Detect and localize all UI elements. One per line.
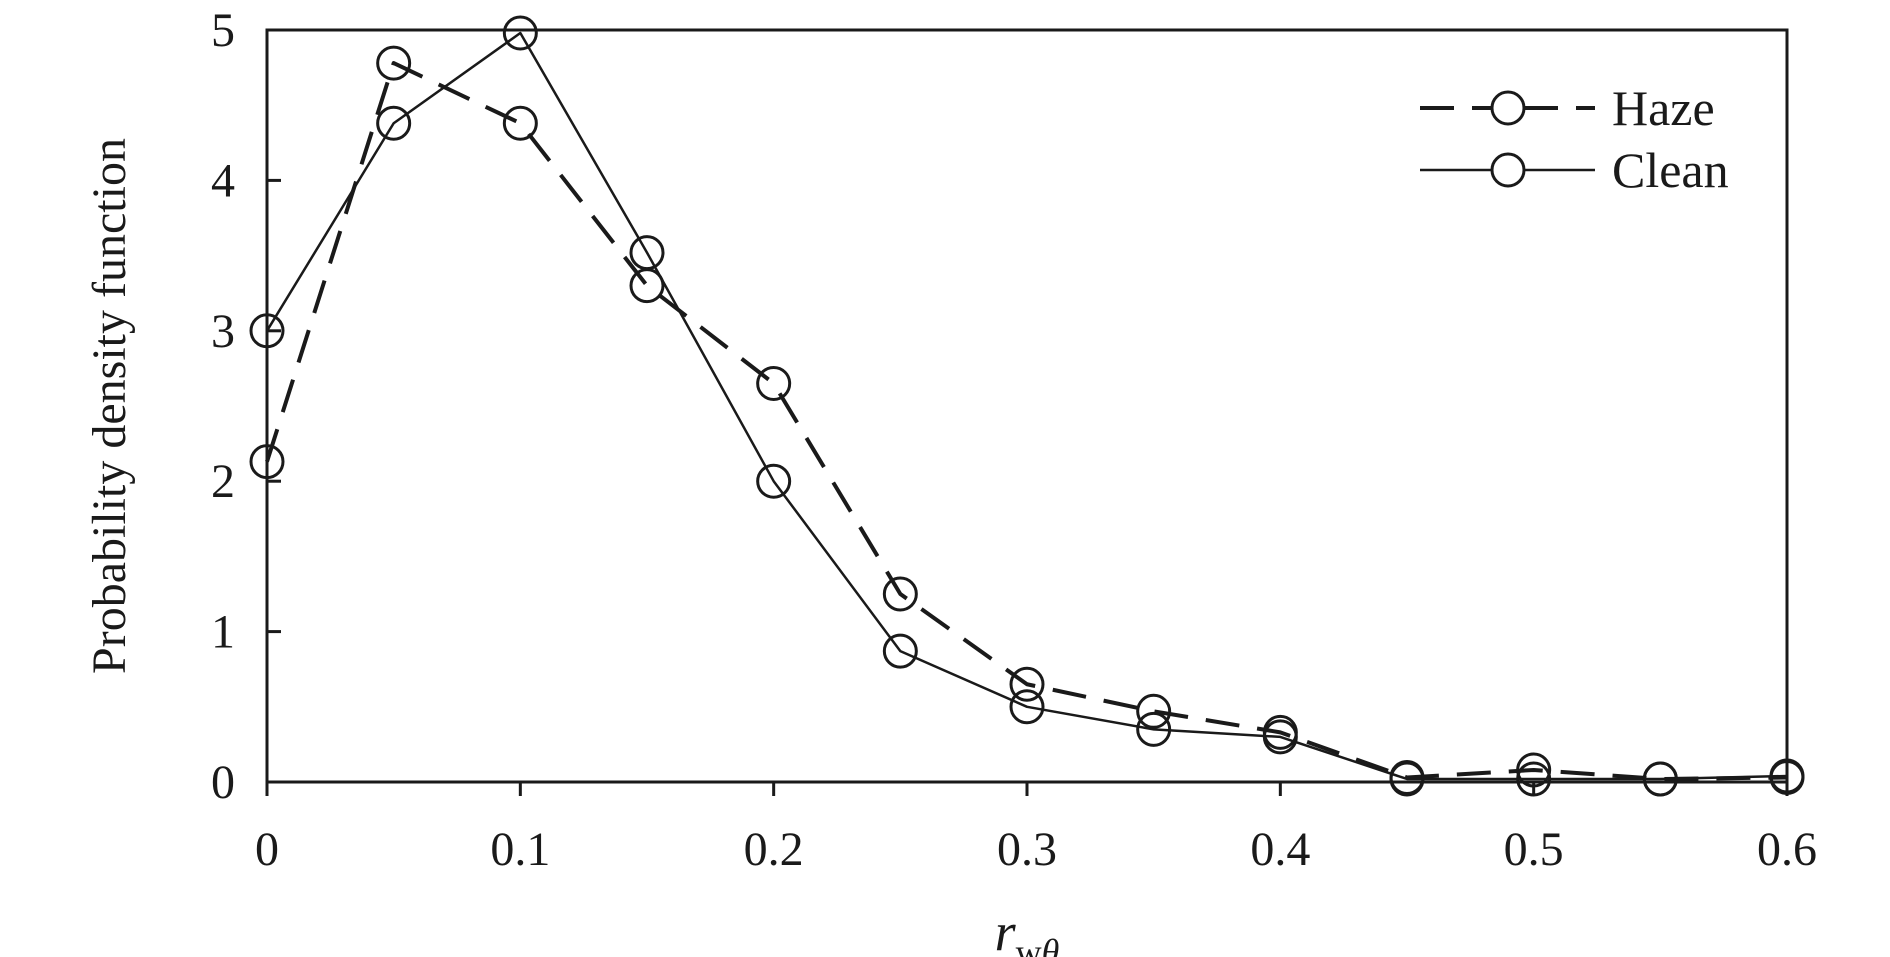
y-axis-label: Probability density function [83,138,136,674]
x-tick-label-2: 0.2 [744,823,804,876]
clean-point-2 [502,15,538,51]
legend-clean-marker [1490,152,1526,188]
y-tick-label-4: 4 [211,154,235,207]
clean-point-5 [882,633,918,669]
clean-point-12 [1769,758,1805,794]
legend-haze-marker [1490,90,1526,126]
y-tick-label-2: 2 [211,455,235,508]
clean-point-8 [1262,719,1298,755]
haze-point-2 [502,105,538,141]
x-tick-label-0: 0 [255,823,279,876]
haze-point-7 [1136,693,1172,729]
svg-text:rwθ: rwθ [995,902,1060,957]
legend-clean-label: Clean [1612,142,1729,198]
series-markers [249,15,1805,797]
y-tick-label-5: 5 [211,4,235,57]
y-tick-label-0: 0 [211,756,235,809]
x-axis-label-sub-symbol: θ [1042,932,1060,957]
haze-point-5 [882,576,918,612]
clean-point-0 [249,313,285,349]
clean-point-10 [1516,761,1552,797]
x-tick-label-6: 0.6 [1757,823,1817,876]
clean-point-4 [756,463,792,499]
clean-series-line [265,31,1788,781]
axis-ticks: 0 0.1 0.2 0.3 0.4 0.5 0.6 0 1 2 3 4 5 [211,4,1817,876]
x-tick-label-1: 0.1 [490,823,550,876]
clean-point-11 [1642,761,1678,797]
clean-point-9 [1389,761,1425,797]
x-tick-label-5: 0.5 [1504,823,1564,876]
haze-point-0 [249,444,285,480]
y-tick-label-1: 1 [211,606,235,659]
haze-point-3 [629,268,665,304]
x-axis-label-sub: w [1016,932,1042,957]
legend: Haze Clean [1420,80,1729,198]
x-axis-title: rwθ [995,902,1060,957]
y-axis-title: Probability density function [83,138,136,674]
x-tick-label-4: 0.4 [1250,823,1310,876]
haze-series-line [265,61,1788,781]
series-lines [265,31,1788,781]
haze-point-1 [376,45,412,81]
haze-point-6 [1009,666,1045,702]
haze-point-4 [756,365,792,401]
x-tick-label-3: 0.3 [997,823,1057,876]
y-tick-label-3: 3 [211,305,235,358]
clean-point-7 [1136,711,1172,747]
haze-point-10 [1516,752,1552,788]
clean-point-3 [629,235,665,271]
clean-point-6 [1009,689,1045,725]
clean-point-1 [376,105,412,141]
x-axis-label-main: r [995,902,1017,957]
legend-haze-label: Haze [1612,80,1715,136]
